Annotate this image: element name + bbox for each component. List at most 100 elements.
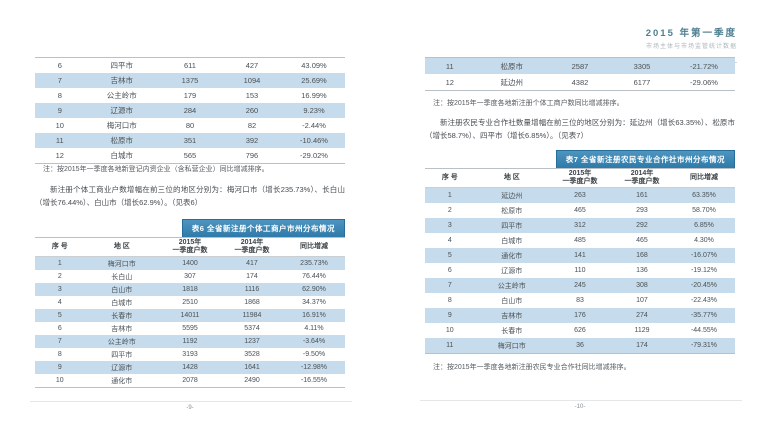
right-footer-rule xyxy=(420,400,742,401)
table-cell: 36 xyxy=(576,342,584,349)
table-header-row: 序 号地 区 2015年 一季度户数 2014年 一季度户数 同比增减 xyxy=(425,168,735,188)
table-cell: 9 xyxy=(57,364,62,371)
table-cell: 3 xyxy=(57,286,62,293)
table-cell: 6 xyxy=(57,61,62,70)
column-header: 同比增减 xyxy=(282,237,345,257)
table-cell: 1192 xyxy=(182,338,198,345)
table-cell: 梅河口市 xyxy=(107,260,136,268)
table-cell: 1094 xyxy=(243,76,261,85)
table-cell: 1129 xyxy=(634,327,650,334)
table-cell: -79.31% xyxy=(690,342,718,349)
table-cell: 1237 xyxy=(244,338,260,345)
table-cell: 58.70% xyxy=(692,207,716,214)
table-cell: 611 xyxy=(184,61,196,70)
table-cell: 11 xyxy=(446,342,454,349)
table-cell: 179 xyxy=(183,91,197,100)
right-page-number: -10- xyxy=(574,404,586,410)
column-header: 序 号 xyxy=(425,168,475,188)
table-row: 3 白山市 1818 1116 62.90% xyxy=(35,283,345,296)
table-cell: -35.77% xyxy=(690,312,718,319)
paragraph-individual-business: 新注册个体工商业户数增幅在前三位的地区分别为：梅河口市（增长235.73%）、长… xyxy=(35,185,345,207)
table-cell: 吉林市 xyxy=(111,325,133,333)
table-cell: 松原市 xyxy=(110,136,134,145)
table-cell: -9.50% xyxy=(302,351,326,358)
table-cell: 3305 xyxy=(633,61,651,71)
page-left: 6 四平市 611 427 43.09% 7 吉林市 1375 1094 25.69% 8 公主岭市 1… xyxy=(0,0,383,437)
left-page-number: -9- xyxy=(186,405,194,411)
header-rule xyxy=(643,62,737,63)
table-row: 6 四平市 611 427 43.09% xyxy=(35,58,345,74)
table-cell: 107 xyxy=(636,297,648,304)
table7-header: 序 号地 区 2015年 一季度户数 2014年 一季度户数 同比增减 xyxy=(425,168,735,188)
note-domestic-enterprise: 注：按2015年一季度各地新登记内资企业（含私营企业）同比增减排序。 xyxy=(43,166,269,173)
table-cell: 174 xyxy=(636,342,648,349)
table-cell: 284 xyxy=(183,106,197,115)
table-cell: -2.44% xyxy=(302,121,326,130)
table-row: 7 公主岭市 245 308 -20.45% xyxy=(425,278,735,293)
table-cell: 2490 xyxy=(244,377,260,384)
table-cell: 6 xyxy=(57,325,62,332)
table-cell: 427 xyxy=(245,61,259,70)
table-cell: 14011 xyxy=(180,312,200,319)
table-cell: 5374 xyxy=(244,325,260,332)
table-cell: 9 xyxy=(57,106,62,115)
column-header: 地 区 xyxy=(474,168,549,188)
table-cell: 8 xyxy=(57,91,62,100)
table-cell: 4.30% xyxy=(694,237,714,244)
table-cell: 2 xyxy=(447,207,452,214)
table-cell: 141 xyxy=(574,252,586,259)
table-cell: 1641 xyxy=(244,364,260,371)
table-cell: 3193 xyxy=(182,351,198,358)
table-cell: 176 xyxy=(574,312,586,319)
table-row: 8 四平市 3193 3528 -9.50% xyxy=(35,348,345,361)
table-cell: 245 xyxy=(574,282,586,289)
report-title: 2015 年第一季度 xyxy=(645,28,737,39)
table-cell: 长白山 xyxy=(111,273,133,281)
table-cell: -10.46% xyxy=(300,136,328,145)
table-cell: 82 xyxy=(247,121,257,130)
table-cell: 延边州 xyxy=(501,192,523,200)
table-cell: 2587 xyxy=(571,61,589,71)
table-row: 11 松原市 2587 3305 -21.72% xyxy=(425,57,735,74)
table-cell: 12 xyxy=(55,151,64,160)
table-cell: 5595 xyxy=(182,325,198,332)
table-cell: 76.44% xyxy=(302,273,326,280)
table-cell: 长春市 xyxy=(501,327,523,335)
column-header: 2014年 一季度户数 xyxy=(610,168,673,188)
table-cell: 312 xyxy=(574,222,586,229)
table7-banner-row: 表7 全省新注册农民专业合作社市州分布情况 xyxy=(425,149,735,169)
table-cell: 四平市 xyxy=(111,351,133,359)
table-cell: 1400 xyxy=(182,260,198,267)
table-cell: 6177 xyxy=(633,77,651,87)
table-cell: 9.23% xyxy=(303,106,325,115)
table-row: 10 梅河口市 80 82 -2.44% xyxy=(35,118,345,133)
table-cell: 62.90% xyxy=(302,286,326,293)
table-cell: 四平市 xyxy=(110,61,134,70)
table-cell: 辽源市 xyxy=(110,106,134,115)
table-cell: 辽源市 xyxy=(111,364,133,372)
table-row: 6 辽源市 110 136 -19.12% xyxy=(425,263,735,278)
table-cell: -29.02% xyxy=(300,151,328,160)
domestic-enterprise-table-continued: 6 四平市 611 427 43.09% 7 吉林市 1375 1094 25.69% 8 公主岭市 1… xyxy=(35,57,345,164)
table-cell: 10 xyxy=(55,377,64,384)
table-cell: 7 xyxy=(57,338,62,345)
table-cell: 通化市 xyxy=(111,377,133,385)
table-cell: 松原市 xyxy=(500,61,524,71)
table-cell: 351 xyxy=(183,136,197,145)
table-cell: 417 xyxy=(246,260,258,267)
table-cell: 80 xyxy=(185,121,195,130)
table6-banner-row: 表6 全省新注册个体工商户市州分布情况 xyxy=(35,218,345,238)
table-cell: 梅河口市 xyxy=(497,342,526,350)
left-footer-rule xyxy=(30,401,352,402)
table-cell: 7 xyxy=(447,282,452,289)
table-cell: 465 xyxy=(636,237,648,244)
table-cell: 长春市 xyxy=(111,312,133,320)
table-cell: 白山市 xyxy=(111,286,133,294)
table-cell: 307 xyxy=(184,273,196,280)
table-cell: 83 xyxy=(576,297,584,304)
table-cell: 465 xyxy=(574,207,586,214)
column-header: 同比增减 xyxy=(672,168,735,188)
table-cell: 4.11% xyxy=(304,325,324,332)
table-cell: 白山市 xyxy=(501,297,523,305)
table-row: 11 梅河口市 36 174 -79.31% xyxy=(425,338,735,354)
